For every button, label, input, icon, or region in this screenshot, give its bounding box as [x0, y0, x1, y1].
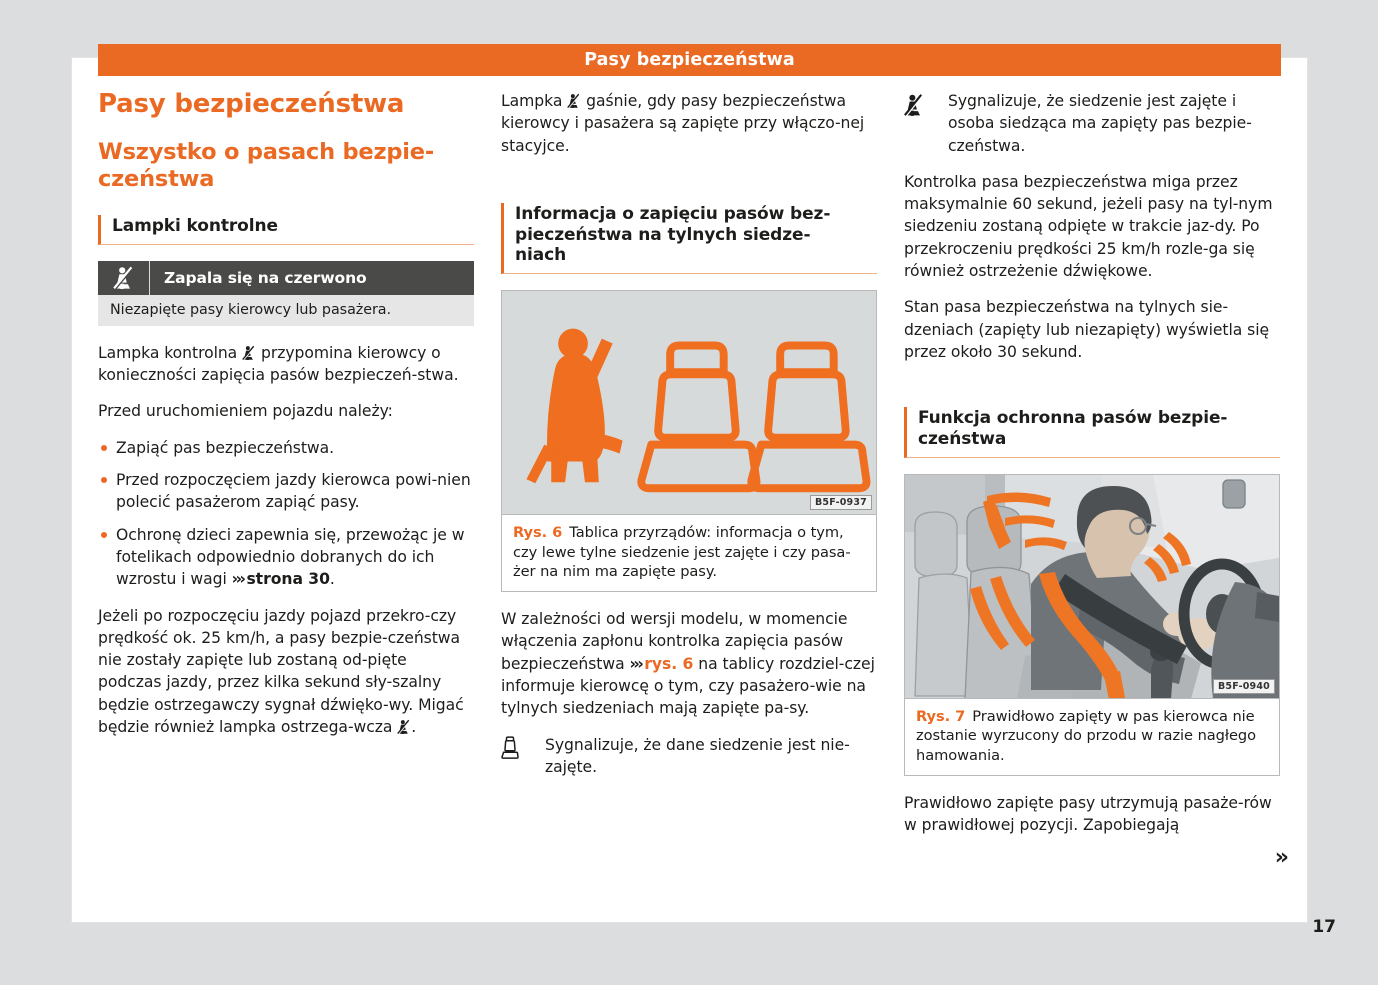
- page-header-title: Pasy bezpieczeństwa: [584, 50, 795, 70]
- figure-7-code: B5F-0940: [1212, 678, 1275, 694]
- warning-light-header-row: Zapala się na czerwono: [98, 260, 474, 295]
- seatbelt-warning-icon: [567, 92, 581, 110]
- figure-cross-reference-link[interactable]: ››› rys. 6: [630, 655, 694, 673]
- figure-6: B5F-0937 Rys. 6 Tablica przyrządów: infor…: [501, 290, 877, 593]
- text-before-icon: Jeżeli po rozpoczęciu jazdy pojazd przek…: [98, 606, 464, 736]
- note-empty-seat: Sygnalizuje, że dane siedzenie jest nie-…: [501, 734, 877, 779]
- figure-6-code: B5F-0937: [809, 495, 872, 511]
- figure-6-caption-text: Tablica przyrządów: informacja o tym, cz…: [513, 524, 851, 581]
- bullet-text: Ochronę dzieci zapewnia się, przewożąc j…: [116, 525, 465, 589]
- section-subtitle: Wszystko o pasach bezpie-czeństwa: [98, 139, 434, 193]
- bullet-text: Przed rozpoczęciem jazdy kierowca powi-n…: [116, 471, 471, 512]
- note-occupied-seat: Sygnalizuje, że siedzenie jest zajęte i …: [904, 90, 1280, 157]
- figure-6-number: Rys. 6: [513, 524, 563, 542]
- heading-lampki-kontrolne: Lampki kontrolne: [98, 215, 474, 245]
- seatbelt-warning-icon: [242, 344, 256, 362]
- warning-light-description: Niezapięte pasy kierowcy lub pasażera.: [98, 294, 474, 326]
- figure-7: B5F-0940 Rys. 7 Prawidłowo zapięty w pas …: [904, 473, 1280, 776]
- paragraph-kontrolka-miga: Kontrolka pasa bezpieczeństwa miga przez…: [904, 172, 1273, 281]
- empty-seat-icon: [501, 734, 545, 779]
- page-columns: Pasy bezpieczeństwa Wszystko o pasach be…: [98, 89, 1289, 900]
- list-item: Przed rozpoczęciem jazdy kierowca powi-n…: [98, 469, 474, 514]
- text-after-icon: gaśnie, gdy pasy bezpieczeństwa kierowcy…: [501, 92, 865, 155]
- continuation-arrow-icon: »: [1274, 845, 1289, 870]
- figure-6-caption: Rys. 6 Tablica przyrządów: informacja o t…: [501, 515, 877, 593]
- seatbelt-warning-icon: [98, 260, 150, 295]
- text-after-xref: na tablicy rozdziel-czej informuje kiero…: [501, 654, 875, 718]
- cross-reference-link[interactable]: ››› strona 30: [232, 570, 330, 588]
- figure-7-caption-text: Prawidłowo zapięty w pas kierowca nie zo…: [916, 707, 1256, 765]
- paragraph-w-zaleznosci: W zależności od wersji modelu, w momenci…: [501, 608, 877, 719]
- list-item: Ochronę dzieci zapewnia się, przewożąc j…: [98, 524, 474, 591]
- note-occupied-seat-text: Sygnalizuje, że siedzenie jest zajęte i …: [948, 92, 1252, 155]
- chevron-right-icon: ›››: [231, 570, 246, 589]
- paragraph-lampka-gasnie: Lampka gaśnie, gdy pasy bezpieczeństwa k…: [501, 90, 877, 157]
- page-title: Pasy bezpieczeństwa: [98, 89, 405, 119]
- pre-drive-checklist: Zapiąć pas bezpieczeństwa. Przed rozpocz…: [98, 437, 474, 591]
- occupied-seat-belted-icon: [904, 90, 948, 157]
- list-item: Zapiąć pas bezpieczeństwa.: [98, 437, 474, 459]
- figure-7-number: Rys. 7: [916, 707, 966, 725]
- note-empty-seat-text: Sygnalizuje, że dane siedzenie jest nie-…: [545, 735, 850, 776]
- figure-cross-reference-label: rys. 6: [644, 654, 694, 673]
- text-after-icon: przypomina kierowcy o konieczności zapię…: [98, 343, 459, 385]
- cross-reference-label: strona 30: [246, 570, 330, 589]
- bullet-text-end: .: [329, 570, 335, 589]
- figure-7-image: B5F-0940: [904, 473, 1280, 699]
- warning-light-state-label: Zapala się na czerwono: [164, 268, 367, 287]
- paragraph-ostrzezenie-dzwiekowe: Jeżeli po rozpoczęciu jazdy pojazd przek…: [98, 605, 474, 739]
- heading-funkcja-ochronna: Funkcja ochronna pasów bezpie-czeństwa: [904, 407, 1280, 458]
- text-before-icon: Lampka kontrolna: [98, 343, 243, 362]
- middle-column: Lampka gaśnie, gdy pasy bezpieczeństwa k…: [501, 90, 877, 900]
- right-column: Sygnalizuje, że siedzenie jest zajęte i …: [904, 90, 1289, 900]
- paragraph-przed-uruchomieniem: Przed uruchomieniem pojazdu należy:: [98, 402, 393, 421]
- paragraph-prawidlowo-zapiete: Prawidłowo zapięte pasy utrzymują pasaże…: [904, 793, 1272, 835]
- figure-6-image: B5F-0937: [501, 290, 877, 516]
- text-before-xref: W zależności od wersji modelu, w momenci…: [501, 610, 848, 673]
- figure-7-caption: Rys. 7 Prawidłowo zapięty w pas kierowca …: [904, 698, 1280, 776]
- paragraph-stan-pasa: Stan pasa bezpieczeństwa na tylnych sie-…: [904, 298, 1270, 361]
- heading-informacja-o-zapieciu: Informacja o zapięciu pasów bez-pieczeńs…: [501, 202, 877, 275]
- text-before-icon: Lampka: [501, 92, 568, 110]
- page-number: 17: [1312, 917, 1336, 937]
- text-after-icon: .: [411, 718, 417, 736]
- chevron-right-icon: ›››: [629, 654, 644, 673]
- paragraph-lampka-kontrolna: Lampka kontrolna przypomina kierowcy o k…: [98, 342, 474, 387]
- seatbelt-warning-icon: [397, 718, 411, 736]
- page-header-bar: Pasy bezpieczeństwa: [98, 44, 1281, 76]
- left-column: Pasy bezpieczeństwa Wszystko o pasach be…: [98, 89, 474, 900]
- bullet-text: Zapiąć pas bezpieczeństwa.: [116, 438, 335, 457]
